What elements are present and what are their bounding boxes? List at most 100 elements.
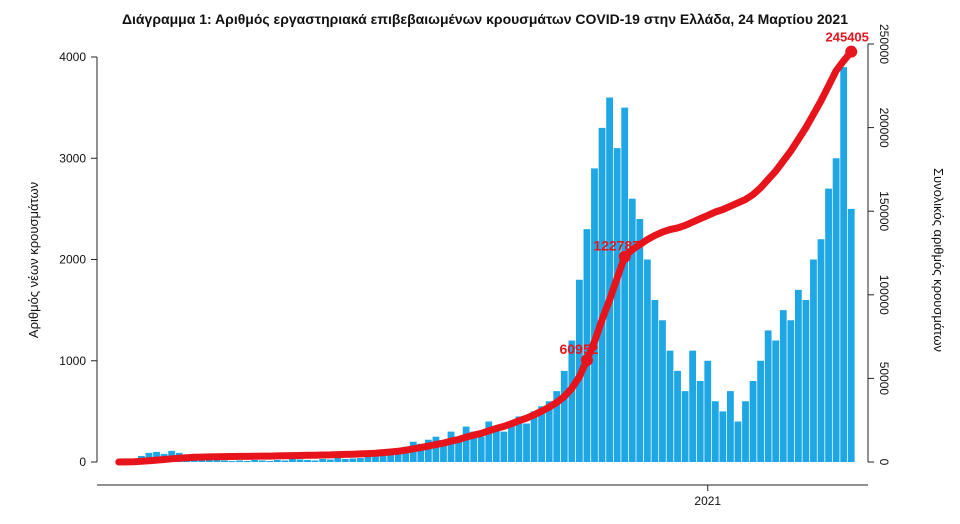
bar — [500, 431, 508, 462]
bar — [319, 458, 327, 462]
y2-tick-label: 50000 — [877, 362, 891, 396]
bar — [372, 455, 379, 462]
bar — [455, 436, 462, 462]
bar — [825, 188, 832, 462]
bar — [266, 460, 274, 462]
bar — [636, 219, 644, 462]
bar — [553, 391, 561, 462]
y-tick-label: 4000 — [59, 50, 86, 64]
bar — [357, 457, 364, 462]
bar — [591, 168, 598, 462]
bar — [772, 340, 780, 462]
bar — [236, 460, 243, 462]
bar — [560, 370, 568, 462]
bar — [334, 457, 342, 462]
bar — [643, 259, 651, 462]
bar — [734, 421, 742, 462]
bar — [674, 370, 681, 462]
bar — [568, 340, 576, 462]
bar — [802, 300, 810, 462]
bar — [228, 460, 236, 462]
y2-axis-label: Συνολικός αριθμός κρουσμάτων — [931, 168, 946, 352]
y-tick-label: 1000 — [59, 354, 86, 368]
point-marker — [580, 354, 593, 367]
bar — [606, 97, 613, 462]
bar — [727, 391, 734, 462]
bar — [364, 456, 372, 462]
bar — [281, 460, 289, 462]
bar — [213, 459, 221, 462]
chart-title: Διάγραμμα 1: Αριθμός εργαστηριακά επιβεβ… — [122, 11, 848, 27]
bar — [545, 401, 553, 462]
bar — [742, 401, 749, 462]
point-marker — [845, 45, 858, 58]
y-tick-label: 0 — [79, 455, 86, 469]
bar — [840, 67, 848, 462]
bar — [424, 439, 432, 462]
y-tick-label: 3000 — [59, 151, 86, 165]
data-label: 60952 — [559, 341, 598, 357]
bar — [251, 459, 259, 462]
bar — [613, 148, 621, 462]
bar — [779, 310, 787, 462]
bar — [711, 401, 719, 462]
bar — [243, 460, 251, 462]
bar — [847, 208, 855, 462]
bar — [621, 107, 629, 462]
bar — [508, 421, 515, 462]
bar — [349, 458, 357, 462]
y2-tick-label: 0 — [877, 459, 891, 466]
bar — [470, 431, 478, 462]
bar — [326, 459, 334, 462]
bar — [696, 381, 704, 462]
bar — [492, 426, 500, 462]
data-label: 122787 — [593, 238, 640, 254]
bar — [538, 406, 546, 462]
bar — [485, 421, 493, 462]
bar — [583, 229, 591, 462]
bar — [394, 449, 402, 462]
bar — [440, 441, 447, 462]
bar — [387, 451, 395, 462]
bar — [817, 239, 825, 462]
bar — [447, 431, 455, 462]
bar — [477, 436, 485, 462]
bar — [651, 300, 659, 462]
bar — [749, 381, 757, 462]
bar — [659, 320, 666, 462]
bar — [794, 289, 802, 462]
point-marker — [618, 250, 631, 263]
bar — [832, 158, 840, 462]
bar — [341, 458, 349, 462]
bar — [432, 436, 440, 462]
bar — [273, 459, 281, 462]
bar — [205, 458, 213, 462]
data-label: 245405 — [826, 30, 869, 45]
y-axis-label: Αριθμός νέων κρουσμάτων — [26, 182, 41, 338]
bar — [681, 391, 689, 462]
bar — [258, 460, 266, 462]
bar — [289, 458, 296, 462]
bar — [221, 460, 228, 462]
bar — [296, 459, 304, 462]
bar — [530, 411, 538, 462]
bar — [304, 459, 311, 462]
bar — [628, 198, 636, 462]
bar — [402, 446, 410, 462]
bar — [704, 360, 712, 462]
y2-tick-label: 150000 — [877, 191, 891, 231]
bar — [810, 259, 817, 462]
bar — [787, 320, 795, 462]
bar — [719, 411, 727, 462]
bar — [689, 350, 697, 462]
y2-tick-label: 250000 — [877, 24, 891, 64]
bar — [462, 426, 470, 462]
x-tick-label: 2021 — [694, 494, 721, 508]
bar — [523, 423, 530, 462]
cumulative-line — [115, 48, 855, 466]
bar — [764, 330, 772, 462]
bar — [757, 360, 765, 462]
bar — [598, 127, 606, 462]
bar — [311, 460, 319, 462]
